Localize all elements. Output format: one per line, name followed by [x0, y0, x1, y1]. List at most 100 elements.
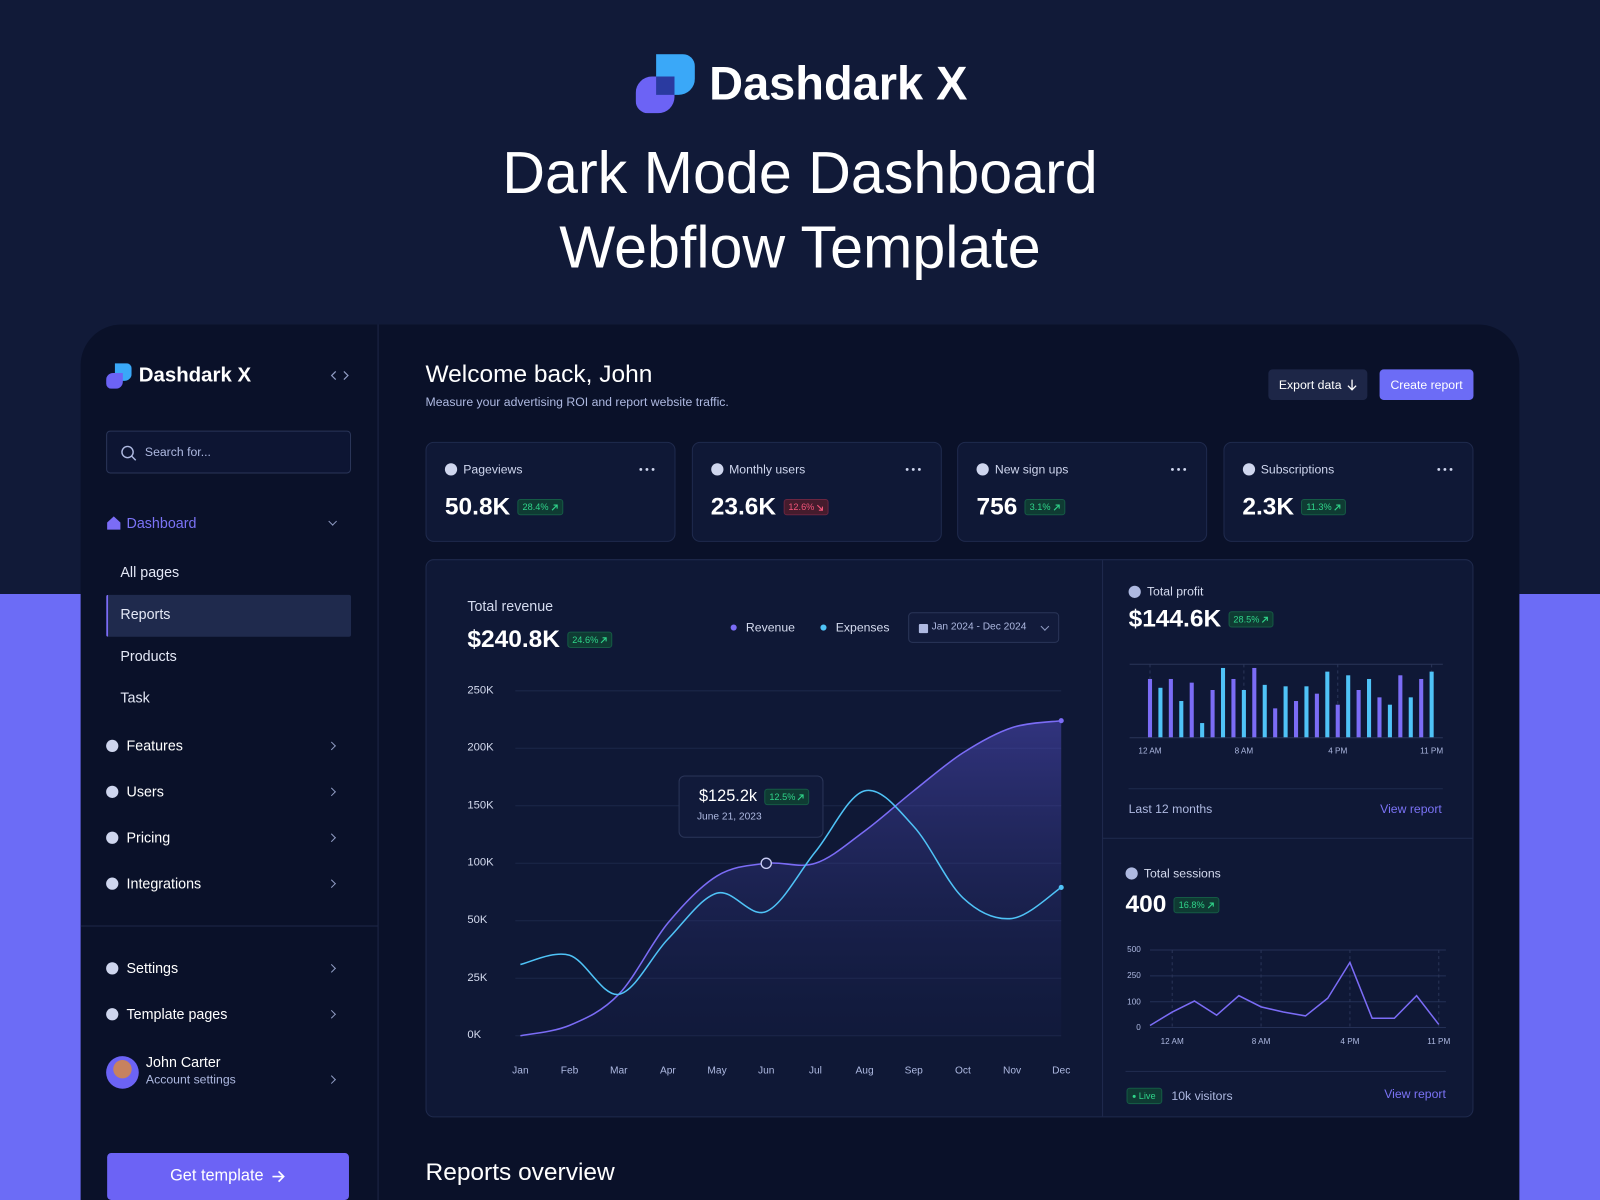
nav-item[interactable]: Features	[126, 737, 183, 754]
y-tick-label: 200K	[467, 741, 494, 754]
arrow-path	[1053, 504, 1060, 511]
x-tick-label: Nov	[1002, 1065, 1022, 1077]
line	[520, 719, 1062, 1037]
collapse-icon[interactable]	[330, 370, 349, 381]
sidebar-brand: Dashdark X	[138, 364, 252, 387]
nav-item[interactable]: Pricing	[126, 829, 171, 846]
dot	[639, 467, 643, 471]
bar	[1283, 686, 1288, 738]
stat-row: 50.8K 28.4%	[445, 493, 563, 522]
view-report-link[interactable]: View report	[1384, 1086, 1446, 1101]
dot	[645, 467, 649, 471]
visitors-label: 10k visitors	[1171, 1088, 1233, 1103]
live-dot	[1132, 1094, 1136, 1098]
search-icon	[121, 445, 137, 461]
trend-arrow	[551, 504, 558, 511]
bar	[1429, 671, 1434, 738]
more-icon[interactable]	[1436, 466, 1452, 472]
hero-brand: Dashdark X	[709, 56, 968, 110]
bar	[1200, 723, 1205, 738]
live-label: Live	[1138, 1090, 1156, 1102]
x-tick-label: 4 PM	[1328, 746, 1348, 756]
bar	[1168, 678, 1173, 738]
search-box[interactable]: Search for...	[106, 430, 352, 474]
y-tick-label: 100	[1127, 996, 1141, 1006]
page-title: Welcome back, John	[425, 360, 653, 389]
x-tick-label: 4 PM	[1340, 1036, 1360, 1047]
export-label: Export data	[1278, 377, 1342, 392]
active-nav-bg	[106, 594, 352, 637]
total-row: $240.8K 24.6%	[467, 626, 613, 655]
icon	[106, 877, 119, 890]
bar	[1220, 667, 1226, 738]
more-icon[interactable]	[905, 466, 921, 472]
user-subtitle[interactable]: Account settings	[145, 1072, 236, 1087]
icon	[1242, 463, 1255, 476]
icon	[106, 739, 119, 753]
change-value: 3.1%	[1029, 502, 1051, 513]
trend-arrow	[1053, 504, 1060, 511]
section-title: Reports overview	[425, 1158, 615, 1187]
stat-value: 756	[976, 492, 1018, 521]
nav-dashboard[interactable]: Dashboard	[126, 514, 197, 532]
tooltip-row: $125.2k 12.5%	[699, 788, 810, 806]
export-button[interactable]: Export data	[1268, 369, 1368, 400]
nav-item[interactable]: Integrations	[126, 875, 202, 892]
change-value: 12.5%	[769, 791, 796, 803]
avatar	[106, 1056, 139, 1089]
y-tick-label: 150K	[467, 799, 494, 812]
x-tick-label: Oct	[954, 1065, 971, 1077]
nav-page[interactable]: Products	[120, 647, 177, 664]
nav-item[interactable]: Settings	[126, 959, 179, 977]
change-value: 28.4%	[522, 502, 549, 513]
home-icon	[107, 516, 121, 530]
create-button[interactable]: Create report	[1379, 369, 1474, 400]
change-badge: 3.1%	[1024, 498, 1065, 516]
trend-arrow	[1262, 616, 1269, 623]
arrow-path	[1334, 504, 1341, 511]
search-placeholder: Search for...	[144, 444, 211, 459]
change-badge: 11.3%	[1301, 498, 1346, 516]
x-tick-label: Feb	[560, 1065, 579, 1077]
view-report-link[interactable]: View report	[1380, 801, 1442, 817]
more-icon[interactable]	[639, 466, 655, 472]
line	[520, 789, 1062, 996]
x-tick-label: 12 AM	[1138, 746, 1162, 756]
nav-item[interactable]: Template pages	[126, 1005, 228, 1023]
change-badge: 24.6%	[567, 631, 613, 648]
bar	[1262, 684, 1267, 738]
arrow-path	[817, 504, 824, 511]
change-badge: 12.5%	[764, 788, 810, 806]
arrow-path	[600, 636, 607, 643]
hero-title: Dark Mode Dashboard	[502, 140, 1098, 207]
nav-item[interactable]: Users	[126, 783, 164, 800]
nav-page[interactable]: Task	[120, 689, 150, 706]
x-tick-label: 12 AM	[1160, 1036, 1184, 1047]
bar	[1210, 689, 1215, 738]
bar	[1408, 697, 1413, 738]
icon	[106, 1008, 119, 1021]
icon	[106, 962, 119, 975]
x-tick-label: Jul	[808, 1065, 822, 1077]
stat-label: Subscriptions	[1260, 462, 1335, 477]
nav-page[interactable]: All pages	[120, 563, 180, 581]
bar	[1293, 701, 1299, 738]
arrow-path	[798, 793, 805, 800]
x-tick-label: May	[707, 1065, 727, 1077]
date-range: Jan 2024 - Dec 2024	[931, 621, 1027, 633]
x-tick-label: Aug	[855, 1065, 874, 1077]
user-name: John Carter	[145, 1053, 221, 1071]
y-tick-label: 100K	[467, 856, 494, 869]
y-tick-label: 25K	[467, 971, 488, 984]
date-dropdown[interactable]: Jan 2024 - Dec 2024	[908, 612, 1060, 643]
nav-page[interactable]: Reports	[120, 605, 171, 623]
bar	[1377, 697, 1382, 738]
trend-arrow	[1334, 504, 1341, 511]
more-icon[interactable]	[1170, 466, 1187, 472]
stat-label: Pageviews	[463, 462, 523, 477]
cta-button[interactable]: Get template	[107, 1153, 349, 1200]
x-tick-label: Mar	[609, 1065, 628, 1077]
legend-label: Expenses	[835, 620, 890, 635]
icon	[710, 463, 723, 476]
